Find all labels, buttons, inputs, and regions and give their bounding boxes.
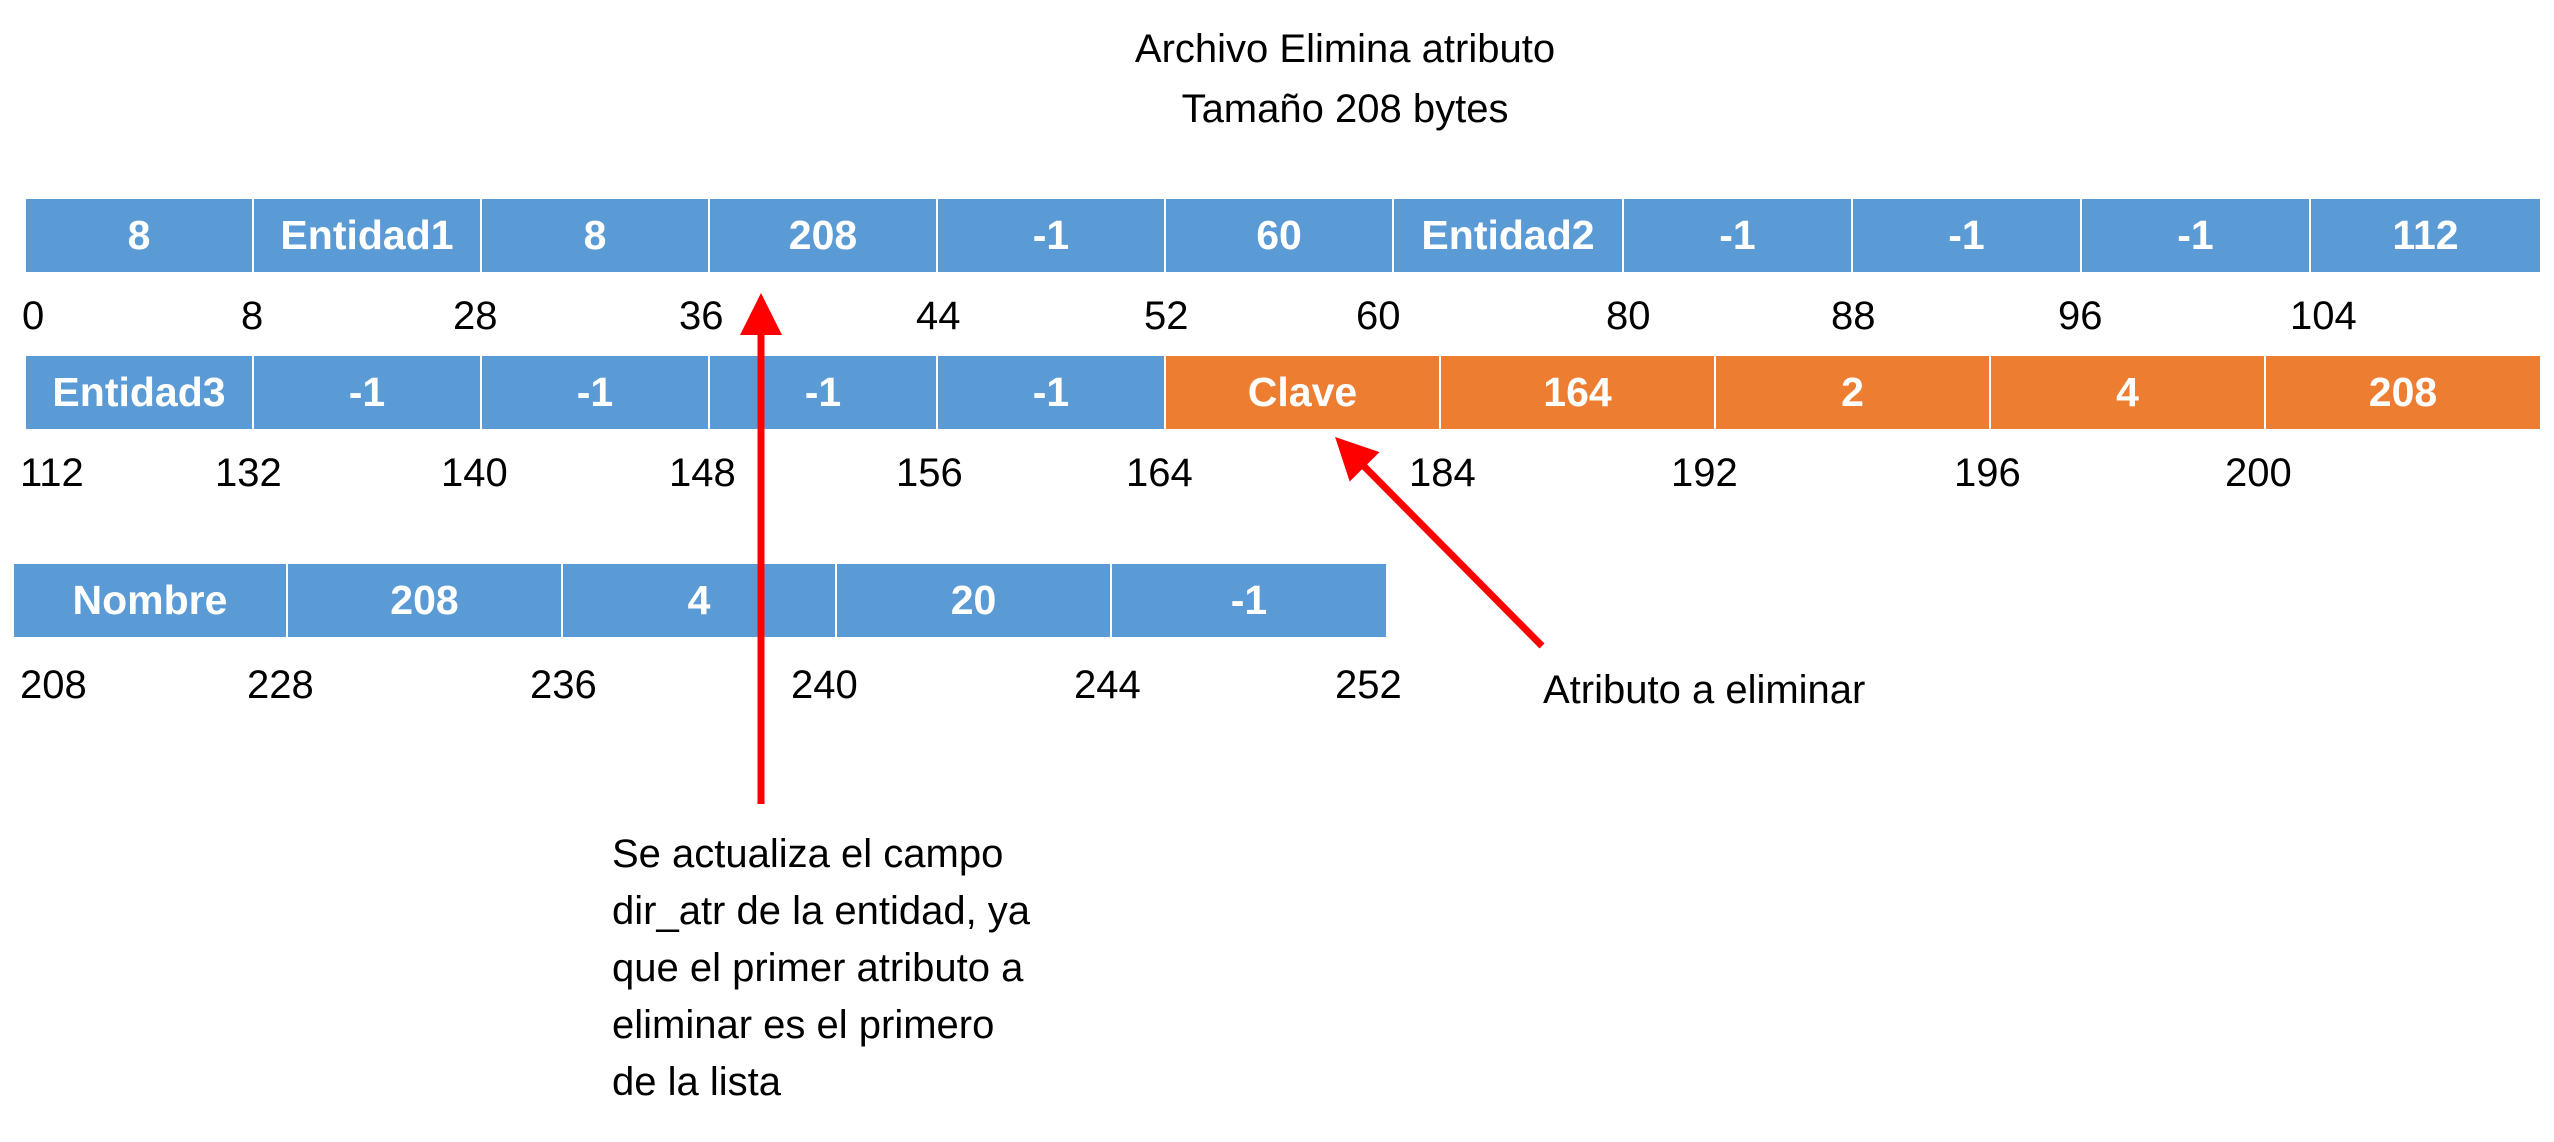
field-cell: 112: [2311, 199, 2540, 272]
record-row-2: Entidad3 -1 -1 -1 -1 Clave 164 2 4 208: [26, 356, 2540, 429]
update-note-line: dir_atr de la entidad, ya: [612, 889, 1031, 933]
byte-offset: 196: [1954, 451, 2021, 495]
field-cell: 60: [1166, 199, 1394, 272]
field-cell: -1: [2082, 199, 2311, 272]
deleted-attribute-cell: 164: [1441, 356, 1716, 429]
byte-offset: 96: [2058, 294, 2103, 338]
field-cell: Entidad1: [254, 199, 482, 272]
byte-offset: 240: [791, 663, 858, 707]
byte-offset: 148: [669, 451, 736, 495]
byte-offset: 52: [1144, 294, 1189, 338]
byte-offset: 156: [896, 451, 963, 495]
field-cell: -1: [1624, 199, 1853, 272]
field-cell: 8: [482, 199, 710, 272]
field-cell: -1: [482, 356, 710, 429]
byte-offset: 8: [241, 294, 264, 338]
byte-offset: 28: [453, 294, 498, 338]
field-cell: -1: [254, 356, 482, 429]
byte-offset: 208: [20, 663, 87, 707]
field-cell: 208: [710, 199, 938, 272]
byte-offset: 104: [2290, 294, 2357, 338]
byte-offset: 36: [679, 294, 724, 338]
diagram-title: Archivo Elimina atributo: [1134, 27, 1556, 71]
byte-offset: 60: [1356, 294, 1401, 338]
byte-offset: 44: [916, 294, 961, 338]
update-note-line: de la lista: [612, 1060, 781, 1104]
field-cell: Entidad2: [1394, 199, 1624, 272]
deleted-attribute-cell: 4: [1991, 356, 2266, 429]
field-cell: -1: [1112, 564, 1386, 637]
byte-offset: 164: [1126, 451, 1193, 495]
byte-offset: 228: [247, 663, 314, 707]
field-cell: -1: [938, 356, 1166, 429]
field-cell: -1: [938, 199, 1166, 272]
byte-offset: 244: [1074, 663, 1141, 707]
byte-offset: 132: [215, 451, 282, 495]
field-cell: 8: [26, 199, 254, 272]
field-cell: Nombre: [14, 564, 288, 637]
field-cell: Entidad3: [26, 356, 254, 429]
field-cell: 4: [563, 564, 837, 637]
byte-offset: 88: [1831, 294, 1876, 338]
update-note-line: Se actualiza el campo: [612, 832, 1004, 876]
byte-offset: 80: [1606, 294, 1651, 338]
deleted-attribute-cell: 2: [1716, 356, 1991, 429]
record-row-3: Nombre 208 4 20 -1: [14, 564, 1386, 637]
update-note-line: eliminar es el primero: [612, 1003, 995, 1047]
byte-offset: 236: [530, 663, 597, 707]
field-cell: -1: [710, 356, 938, 429]
delete-attribute-label: Atributo a eliminar: [1543, 668, 1866, 712]
field-cell: 20: [837, 564, 1112, 637]
deleted-attribute-cell: 208: [2266, 356, 2540, 429]
byte-offset: 252: [1335, 663, 1402, 707]
delete-attribute-arrow: [1335, 437, 1545, 649]
byte-offset: 192: [1671, 451, 1738, 495]
field-cell: -1: [1853, 199, 2082, 272]
diagram-subtitle: Tamaño 208 bytes: [1181, 87, 1509, 131]
byte-offset: 140: [441, 451, 508, 495]
byte-offset: 0: [22, 294, 45, 338]
byte-offset: 200: [2225, 451, 2292, 495]
byte-offset: 112: [20, 451, 84, 495]
deleted-attribute-cell: Clave: [1166, 356, 1441, 429]
field-cell: 208: [288, 564, 563, 637]
update-note-line: que el primer atributo a: [612, 946, 1024, 990]
record-row-1: 8 Entidad1 8 208 -1 60 Entidad2 -1 -1 -1…: [26, 199, 2540, 272]
byte-offset: 184: [1409, 451, 1476, 495]
